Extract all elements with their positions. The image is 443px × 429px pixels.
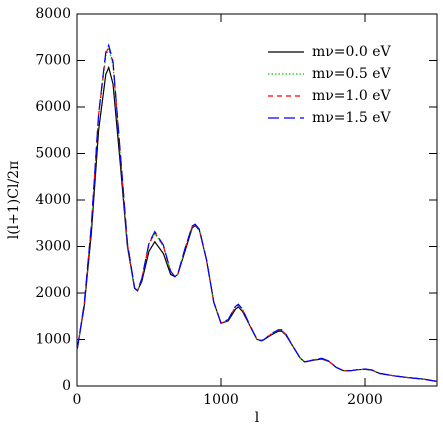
y-tick-label: 1000	[35, 332, 71, 348]
y-tick-label: 5000	[35, 146, 71, 162]
y-tick-label: 8000	[35, 6, 71, 22]
y-tick-label: 3000	[35, 239, 71, 255]
legend-label: mν=1.0 eV	[312, 88, 392, 104]
x-axis-label: l	[255, 410, 260, 426]
y-axis-label: l(l+1)Cl/2π	[6, 161, 22, 240]
legend-label: mν=0.0 eV	[312, 44, 392, 60]
y-tick-label: 7000	[35, 53, 71, 69]
data-line	[76, 43, 438, 382]
legend-label: mν=1.5 eV	[312, 110, 392, 126]
y-tick-label: 4000	[35, 192, 71, 208]
y-tick-label: 6000	[35, 99, 71, 115]
legend-label: mν=0.5 eV	[312, 66, 392, 82]
y-tick-label: 0	[62, 378, 71, 394]
x-tick-label: 0	[73, 392, 82, 408]
x-tick-label: 2000	[347, 392, 383, 408]
y-tick-label: 2000	[35, 285, 71, 301]
x-tick-label: 1000	[203, 392, 239, 408]
